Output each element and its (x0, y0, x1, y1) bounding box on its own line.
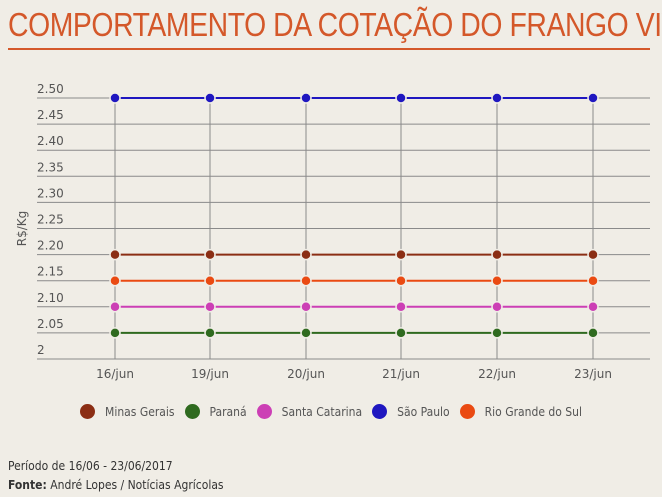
data-point (204, 92, 216, 104)
legend-label: Paraná (209, 404, 247, 419)
data-point (300, 248, 312, 261)
data-point (395, 248, 407, 261)
y-tick-label: 2.30 (37, 186, 64, 200)
legend-marker (372, 404, 388, 419)
data-point (300, 327, 312, 339)
data-point (587, 274, 599, 287)
y-tick-label: 2.45 (37, 108, 64, 122)
x-tick-label: 20/jun (287, 367, 325, 381)
legend: Minas Gerais Paraná Santa Catarina São Paul… (0, 404, 662, 419)
source-label: Fonte: (8, 478, 47, 492)
legend-label: Minas Gerais (105, 404, 175, 419)
data-point (491, 274, 503, 287)
footer: Período de 16/06 - 23/06/2017 Fonte: And… (8, 457, 224, 495)
data-point (491, 327, 503, 339)
data-point (491, 301, 503, 313)
legend-label: Santa Catarina (281, 404, 363, 419)
data-point (587, 248, 599, 261)
data-point (300, 92, 312, 104)
x-tick-label: 19/jun (191, 367, 229, 381)
y-axis-label: R$/Kg (15, 211, 29, 247)
legend-marker (256, 404, 272, 419)
data-point (300, 301, 312, 313)
line-chart: 2 2.05 2.10 2.15 2.20 2.25 2.30 2.35 2.40 2.45 2.5… (15, 82, 650, 381)
x-tick-label: 16/jun (96, 367, 134, 381)
data-point (204, 301, 216, 313)
legend-label: Rio Grande do Sul (484, 404, 582, 419)
title-underline (8, 48, 650, 50)
source-text: André Lopes / Notícias Agrícolas (46, 478, 224, 492)
data-point (395, 274, 407, 287)
legend-marker (184, 404, 200, 419)
data-point (109, 248, 121, 261)
y-tick-label: 2.15 (37, 265, 64, 279)
y-tick-label: 2 (37, 343, 45, 357)
legend-marker (80, 404, 96, 419)
data-point (491, 92, 503, 104)
x-tick-label: 23/jun (574, 367, 612, 381)
period-text: Período de 16/06 - 23/06/2017 (8, 459, 173, 473)
chart-title: COMPORTAMENTO DA COTAÇÃO DO FRANGO VIVO (8, 6, 662, 43)
data-point (204, 327, 216, 339)
legend-item: Santa Catarina (256, 404, 363, 419)
data-point (300, 274, 312, 287)
data-point (109, 327, 121, 339)
legend-item: Rio Grande do Sul (459, 404, 582, 419)
data-point (587, 301, 599, 313)
x-tick-label: 22/jun (478, 367, 516, 381)
data-point (395, 301, 407, 313)
y-tick-label: 2.50 (37, 82, 64, 96)
legend-marker (459, 404, 475, 419)
legend-label: São Paulo (397, 404, 450, 419)
data-point (204, 274, 216, 287)
legend-item: São Paulo (372, 404, 450, 419)
data-point (491, 248, 503, 261)
y-tick-label: 2.35 (37, 160, 64, 174)
data-point (587, 92, 599, 104)
y-tick-label: 2.25 (37, 213, 64, 227)
y-tick-label: 2.20 (37, 239, 64, 253)
legend-item: Paraná (184, 404, 247, 419)
y-tick-label: 2.05 (37, 317, 64, 331)
data-point (395, 327, 407, 339)
y-tick-label: 2.10 (37, 291, 64, 305)
data-point (587, 327, 599, 339)
x-tick-label: 21/jun (382, 367, 420, 381)
y-tick-label: 2.40 (37, 134, 64, 148)
data-point (204, 248, 216, 261)
data-point (109, 92, 121, 104)
data-point (109, 274, 121, 287)
data-point (109, 301, 121, 313)
data-point (395, 92, 407, 104)
legend-item: Minas Gerais (80, 404, 175, 419)
